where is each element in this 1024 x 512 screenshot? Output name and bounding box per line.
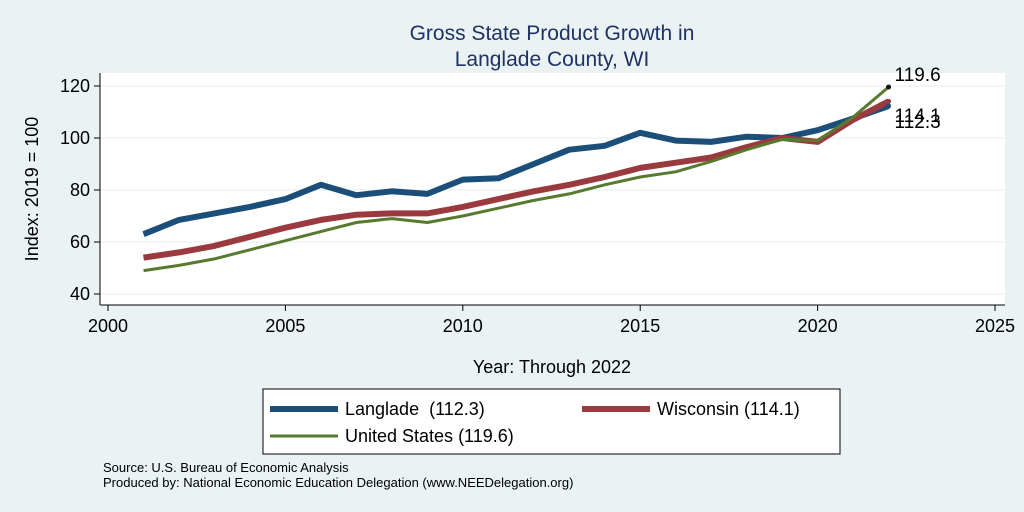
series-line-wisconsin bbox=[143, 98, 890, 261]
end-label-us: 119.6 bbox=[895, 65, 941, 86]
y-axis-title: Index: 2019 = 100 bbox=[22, 117, 42, 262]
y-tick-label: 120 bbox=[60, 76, 90, 96]
source-note: Source: U.S. Bureau of Economic Analysis bbox=[103, 460, 349, 475]
end-marker-us bbox=[886, 84, 892, 90]
series-lines bbox=[142, 85, 890, 273]
x-tick-label: 2020 bbox=[798, 316, 838, 336]
series-line-langlade bbox=[142, 103, 890, 237]
chart-title-line-2: Langlade County, WI bbox=[455, 48, 650, 71]
produced-by-note: Produced by: National Economic Education… bbox=[103, 475, 573, 490]
legend-box bbox=[262, 388, 841, 455]
legend-label-langlade: Langlade (112.3) bbox=[345, 399, 485, 419]
legend: Langlade (112.3) Wisconsin (114.1) Unite… bbox=[262, 388, 841, 455]
end-marker-langlade bbox=[886, 103, 892, 109]
x-tick-label: 2005 bbox=[265, 316, 305, 336]
x-tick-label: 2015 bbox=[620, 316, 660, 336]
end-marker-wisconsin bbox=[886, 98, 892, 104]
x-axis-title: Year: Through 2022 bbox=[473, 357, 631, 377]
legend-label-wisconsin: Wisconsin (114.1) bbox=[657, 399, 800, 419]
x-axis-ticks: 2000 2005 2010 2015 2020 2025 bbox=[88, 305, 1015, 336]
y-tick-label: 60 bbox=[70, 232, 90, 252]
chart-title-line-1: Gross State Product Growth in bbox=[410, 22, 695, 45]
y-axis-ticks: 40 60 80 100 120 bbox=[60, 76, 100, 304]
end-label-wisconsin: 114.1 bbox=[895, 106, 941, 127]
x-tick-label: 2010 bbox=[443, 316, 483, 336]
legend-label-us: United States (119.6) bbox=[345, 426, 514, 446]
series-line-us bbox=[143, 85, 890, 273]
y-tick-label: 80 bbox=[70, 180, 90, 200]
end-label-langlade: 112.3 bbox=[895, 112, 941, 133]
x-tick-label: 2025 bbox=[975, 316, 1015, 336]
y-tick-label: 40 bbox=[70, 284, 90, 304]
y-tick-label: 100 bbox=[60, 128, 90, 148]
x-tick-label: 2000 bbox=[88, 316, 128, 336]
